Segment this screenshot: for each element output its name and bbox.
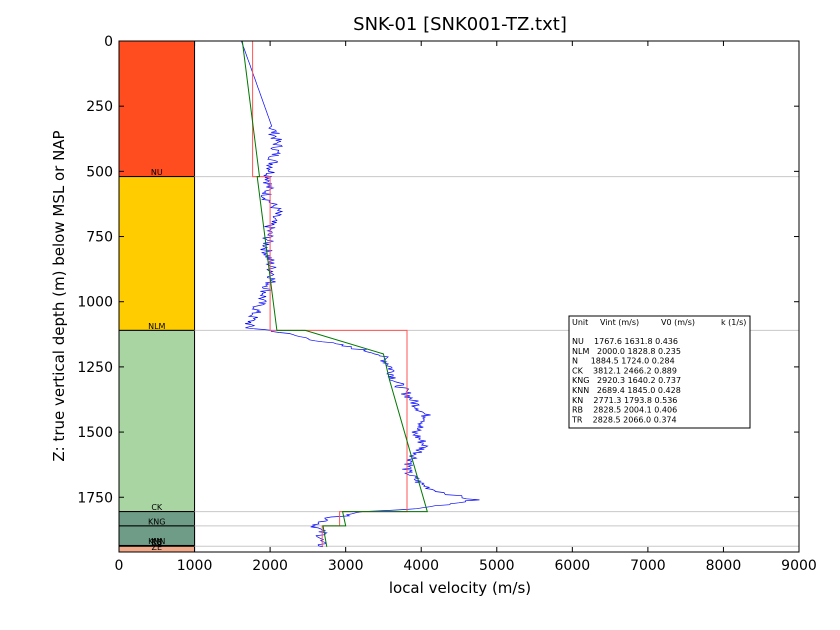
x-axis-ticks: 0 1000 2000 3000 4000 5000 6000 7000 8000 9000 bbox=[115, 41, 817, 574]
legend-header-cell: Unit bbox=[572, 318, 588, 327]
y-tick-label: 1750 bbox=[77, 490, 113, 506]
strat-label-nu: NU bbox=[151, 168, 163, 177]
legend-row: CK 3812.1 2466.2 0.889 bbox=[572, 366, 677, 375]
strat-unit-nlm bbox=[118, 176, 196, 331]
x-tick-label: 3000 bbox=[328, 558, 364, 574]
legend-row: NLM 2000.0 1828.8 0.235 bbox=[572, 347, 681, 356]
y-tick-label: 1250 bbox=[77, 360, 113, 376]
strat-label-ze: ZE bbox=[152, 543, 163, 552]
strat-label-kn: KN bbox=[151, 537, 162, 546]
series-line-2 bbox=[241, 40, 428, 547]
y-tick-label: 1000 bbox=[77, 295, 113, 311]
legend-row: KNG 2920.3 1640.2 0.737 bbox=[572, 376, 681, 385]
legend-row: N 1884.5 1724.0 0.284 bbox=[572, 357, 675, 366]
x-tick-label: 2000 bbox=[252, 558, 288, 574]
x-tick-label: 9000 bbox=[781, 558, 817, 574]
y-tick-label: 0 bbox=[104, 34, 113, 50]
legend-header-cell: V0 (m/s) bbox=[661, 318, 695, 327]
strat-label-rb: RB bbox=[151, 538, 162, 547]
legend-header-cell: k (1/s) bbox=[721, 318, 746, 327]
strat-unit-ck bbox=[118, 329, 196, 513]
x-tick-label: 7000 bbox=[630, 558, 666, 574]
x-tick-label: 4000 bbox=[403, 558, 439, 574]
strat-unit-nu bbox=[118, 40, 196, 178]
series-line-1 bbox=[252, 41, 408, 547]
y-tick-label: 750 bbox=[86, 230, 113, 246]
x-tick-label: 1000 bbox=[177, 558, 213, 574]
y-axis-ticks: 0 250 500 750 1000 1250 1500 1750 bbox=[77, 34, 799, 506]
legend-box: Unit Vint (m/s) V0 (m/s) k (1/s) NU 1767.6 1… bbox=[568, 315, 751, 429]
plot-frame bbox=[118, 40, 800, 553]
legend-header-cell: Vint (m/s) bbox=[600, 318, 639, 327]
y-tick-label: 500 bbox=[86, 164, 113, 180]
x-axis-label: local velocity (m/s) bbox=[389, 579, 531, 597]
strat-label-ck: CK bbox=[151, 503, 163, 512]
chart-title: SNK-01 [SNK001-TZ.txt] bbox=[353, 14, 567, 35]
series-line-0 bbox=[241, 40, 480, 548]
legend-row: KN 2771.3 1793.8 0.536 bbox=[572, 396, 677, 405]
x-tick-label: 0 bbox=[115, 558, 124, 574]
x-tick-label: 5000 bbox=[479, 558, 515, 574]
series-lines bbox=[241, 40, 480, 548]
strat-label-knn: KNN bbox=[148, 537, 165, 546]
y-tick-label: 1500 bbox=[77, 425, 113, 441]
strat-label-kng: KNG bbox=[148, 517, 165, 526]
y-tick-label: 250 bbox=[86, 99, 113, 115]
x-tick-label: 8000 bbox=[706, 558, 742, 574]
legend-frame bbox=[568, 315, 751, 429]
legend-row: TR 2828.5 2066.0 0.374 bbox=[571, 415, 677, 424]
y-axis-label: Z: true vertical depth (m) below MSL or … bbox=[50, 130, 68, 461]
x-tick-label: 6000 bbox=[555, 558, 591, 574]
legend-row: RB 2828.5 2004.1 0.406 bbox=[572, 406, 677, 415]
strat-label-nlm: NLM bbox=[148, 322, 165, 331]
legend-row: KNN 2689.4 1845.0 0.428 bbox=[572, 386, 681, 395]
legend-row: NU 1767.6 1631.8 0.436 bbox=[572, 337, 678, 346]
